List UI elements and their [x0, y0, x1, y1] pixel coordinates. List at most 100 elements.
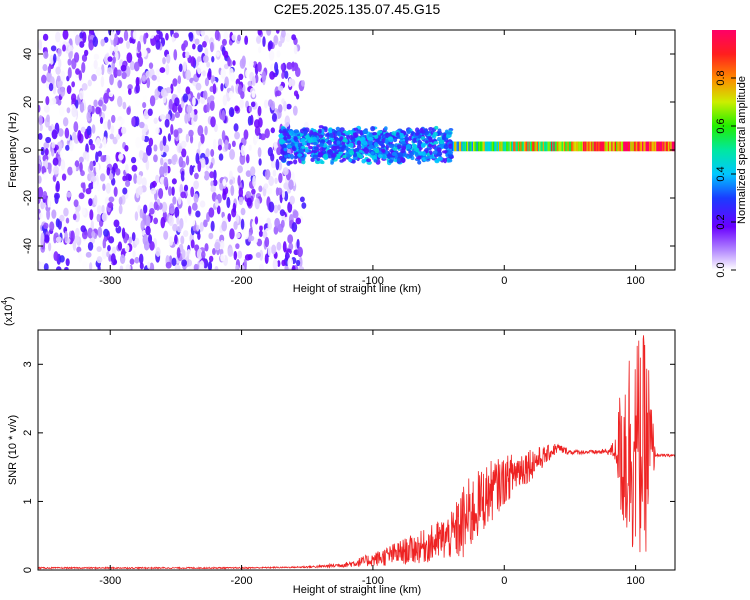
spectrogram-cell [528, 141, 531, 152]
spectrogram-cell [356, 129, 362, 134]
spectrogram-cell [378, 141, 384, 146]
spectrogram-cell [319, 142, 324, 148]
spectrogram-cell [229, 228, 235, 240]
spectrogram-cell [226, 196, 231, 209]
colorbar-tick-label: 0.8 [715, 70, 727, 85]
spectrogram-cell [370, 151, 375, 155]
spectrogram-cell [61, 173, 67, 181]
spectrogram-cell [74, 34, 80, 46]
spectrogram-cell [590, 141, 593, 152]
spectrogram-cell [472, 141, 475, 152]
spectrogram-cell [273, 141, 277, 152]
spectrogram-cell [190, 56, 196, 68]
spectrogram-cell [245, 69, 250, 78]
spectrogram-cell [39, 212, 43, 219]
spectrogram-cell [50, 45, 57, 52]
spectrogram-cell [245, 170, 252, 178]
spectrogram-cell [574, 141, 577, 152]
spectrogram-cell [203, 170, 210, 181]
spectrogram-cell [109, 73, 114, 86]
spectrogram-cell [222, 190, 227, 201]
spectrogram-cell [434, 125, 439, 130]
spectrogram-cell [255, 35, 262, 45]
spectrogram-cell [549, 141, 552, 152]
spectrogram-cell [588, 141, 591, 152]
spectrogram-cell [141, 74, 147, 82]
spectrogram-cell [139, 262, 144, 270]
spectrogram-cell [276, 241, 282, 251]
spectrogram-cell [254, 216, 259, 225]
spectrogram-cell [220, 68, 226, 79]
spectrogram-cell [80, 170, 85, 177]
spectrogram-cell [262, 230, 268, 239]
spectrogram-cell [78, 192, 85, 200]
spectrogram-cell [308, 145, 313, 150]
spectrogram-cell [38, 114, 43, 126]
spectrogram-cell [159, 165, 165, 177]
spectrogram-cell [623, 141, 626, 152]
spectrogram-cell [497, 141, 500, 152]
spectrogram-cell [240, 207, 246, 216]
spectrogram-cell [277, 79, 282, 86]
spectrogram-cell [255, 252, 262, 259]
spectrogram-cell [286, 61, 293, 70]
spectrogram-cell [367, 136, 374, 141]
spectrogram-cell [139, 35, 144, 43]
spectrogram-cell [104, 155, 111, 165]
spectrogram-cell [288, 179, 294, 190]
spectrogram-cell [142, 95, 148, 103]
spectrogram-cell [272, 169, 277, 177]
spectrogram-cell [145, 70, 151, 78]
spectrogram-cell [650, 141, 653, 152]
spectrogram-cell [391, 131, 397, 136]
x-tick-label: -300 [99, 575, 121, 587]
spectrogram-cell [258, 230, 264, 237]
spectrogram-cell [186, 104, 193, 114]
spectrogram-cell [219, 182, 224, 191]
spectrogram-cell [489, 141, 492, 152]
spectrogram-cell [266, 187, 273, 195]
spectrogram-cell [494, 141, 497, 152]
spectrogram-cell [168, 98, 173, 110]
spectrogram-cell [99, 116, 104, 125]
spectrogram-cell [124, 144, 129, 152]
spectrogram-cell [223, 63, 229, 70]
spectrogram-cell [206, 102, 210, 113]
spectrogram-cell [187, 193, 191, 206]
spectrogram-cell [243, 229, 249, 240]
y-tick-label: 20 [22, 96, 34, 108]
spectrogram-cell [335, 126, 341, 131]
spectrogram-cell [183, 184, 189, 192]
spectrogram-cell [280, 157, 287, 163]
spectrogram-cell [193, 166, 199, 174]
spectrogram-cell [519, 141, 522, 152]
spectrogram-cell [458, 141, 461, 152]
spectrogram-cell [89, 209, 94, 221]
spectrogram-cell [160, 216, 166, 229]
spectrogram-cell [83, 49, 89, 57]
spectrogram-cell [163, 144, 170, 153]
spectrogram-cell [118, 196, 123, 206]
spectrogram-cell [227, 56, 231, 67]
spectrogram-cell [228, 106, 235, 118]
spectrogram-cell [287, 234, 294, 244]
spectrogram-cell [40, 146, 45, 156]
spectrogram-cell [301, 141, 307, 146]
spectrogram-cell [167, 133, 172, 142]
spectrogram-cell [221, 130, 226, 142]
spectrogram-cell [581, 141, 584, 152]
spectrogram-cell [613, 141, 616, 152]
spectrogram-cell [192, 43, 196, 50]
spectrogram-cell [670, 141, 673, 152]
spectrogram-cell [210, 116, 216, 128]
spectrogram-cell [57, 155, 62, 167]
spectrogram-cell [153, 144, 158, 152]
spectrogram-cell [414, 132, 420, 136]
spectrogram-cell [220, 83, 224, 92]
spectrogram-cell [568, 141, 571, 152]
spectrogram-cell [95, 163, 100, 174]
spectrogram-cell [321, 150, 327, 155]
spectrogram-cell [293, 90, 299, 97]
spectrogram-cell [508, 141, 511, 152]
spectrogram-cell [287, 201, 293, 213]
